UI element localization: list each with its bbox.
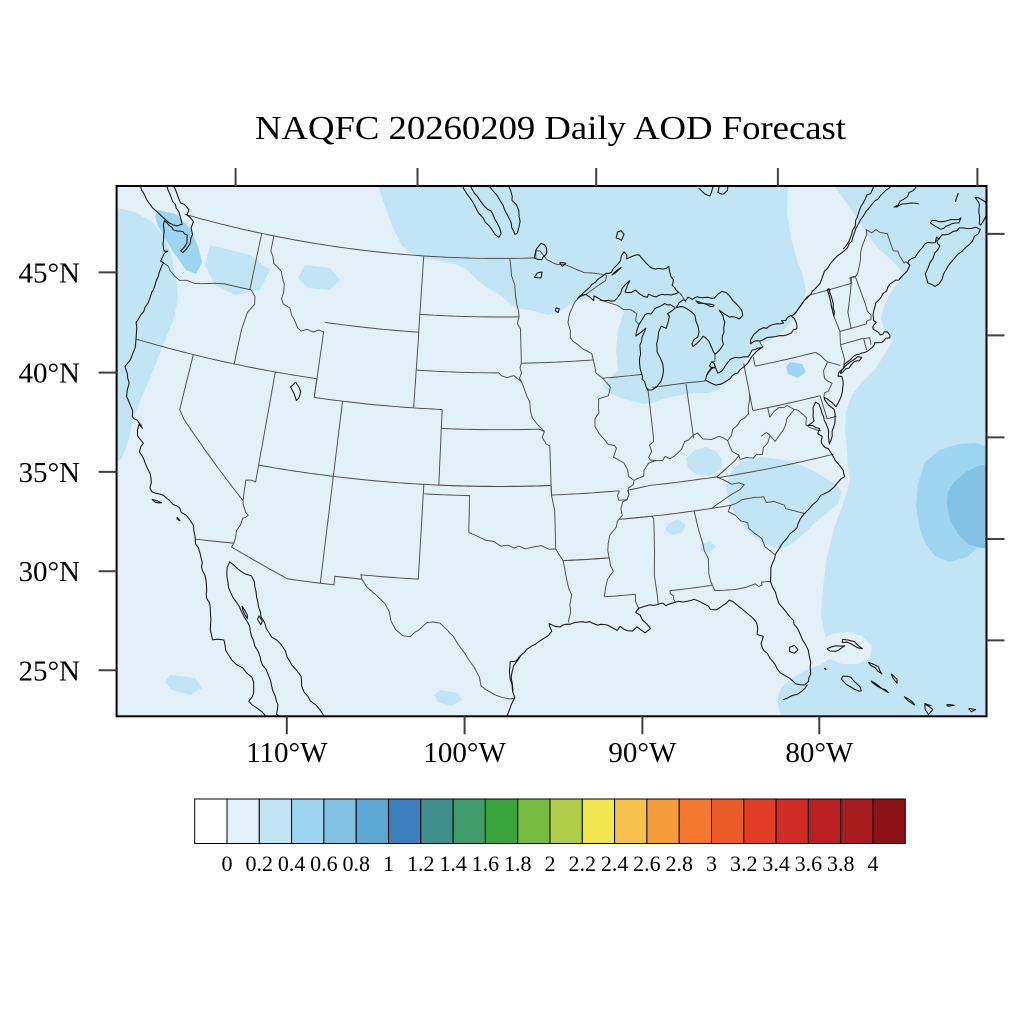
svg-text:2.6: 2.6 xyxy=(633,851,661,876)
svg-text:0.4: 0.4 xyxy=(278,851,306,876)
svg-text:3.6: 3.6 xyxy=(795,851,823,876)
svg-text:4: 4 xyxy=(868,851,879,876)
svg-text:110°W: 110°W xyxy=(246,737,328,769)
svg-text:40°N: 40°N xyxy=(18,358,80,390)
svg-text:0.2: 0.2 xyxy=(246,851,274,876)
svg-text:45°N: 45°N xyxy=(18,257,80,289)
svg-text:1.8: 1.8 xyxy=(504,851,532,876)
svg-text:3.2: 3.2 xyxy=(730,851,758,876)
svg-text:1.4: 1.4 xyxy=(439,851,467,876)
svg-text:90°W: 90°W xyxy=(608,737,677,769)
svg-text:2.2: 2.2 xyxy=(569,851,597,876)
svg-text:2: 2 xyxy=(545,851,556,876)
svg-text:1.6: 1.6 xyxy=(472,851,500,876)
svg-text:35°N: 35°N xyxy=(18,457,80,489)
svg-text:3.8: 3.8 xyxy=(827,851,855,876)
svg-text:100°W: 100°W xyxy=(423,737,506,769)
svg-text:2.4: 2.4 xyxy=(601,851,629,876)
svg-text:1.2: 1.2 xyxy=(407,851,435,876)
svg-text:2.8: 2.8 xyxy=(665,851,693,876)
svg-text:3.4: 3.4 xyxy=(762,851,790,876)
svg-text:30°N: 30°N xyxy=(18,556,80,588)
svg-text:1: 1 xyxy=(383,851,394,876)
svg-text:0.8: 0.8 xyxy=(342,851,370,876)
svg-text:NAQFC 20260209 Daily AOD Forec: NAQFC 20260209 Daily AOD Forecast xyxy=(255,110,847,147)
svg-text:3: 3 xyxy=(706,851,717,876)
svg-text:25°N: 25°N xyxy=(18,655,80,687)
svg-text:0: 0 xyxy=(222,851,233,876)
svg-text:0.6: 0.6 xyxy=(310,851,338,876)
svg-text:80°W: 80°W xyxy=(785,737,854,769)
